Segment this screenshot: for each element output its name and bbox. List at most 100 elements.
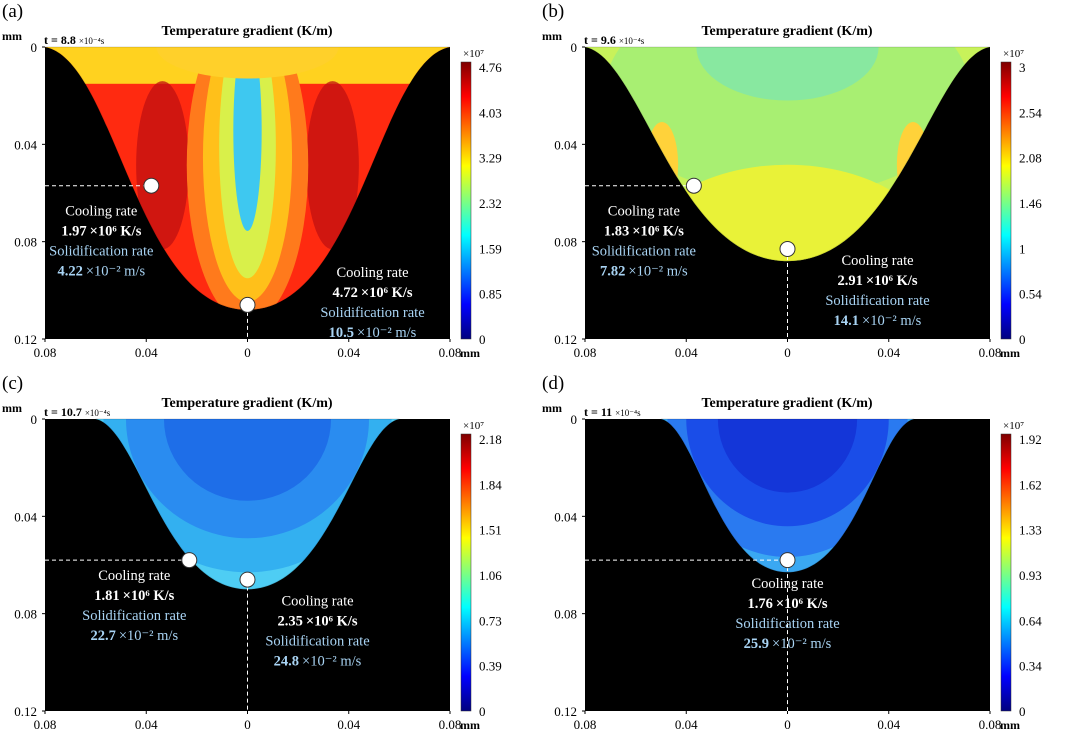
y-unit-label: mm [2,29,22,43]
y-tick-label: 0.08 [554,607,577,622]
colorbar [1000,61,1012,340]
x-tick-label: 0 [784,717,791,732]
solidification-rate-unit: ×10⁻² m/s [357,325,417,341]
contour [635,164,940,262]
colorbar-tick-label: 2.08 [1019,151,1042,166]
time-unit: ×10⁻⁴s [85,408,111,418]
cooling-rate-unit: ×10⁶ K/s [866,273,918,289]
y-tick-label: 0.12 [14,332,37,347]
plot-title: Temperature gradient (K/m) [701,396,872,411]
colorbar-tick-label: 1.59 [479,241,502,256]
solidification-rate-unit: ×10⁻² m/s [302,654,362,670]
cooling-rate-value-line: 1.97 ×10⁶ K/s [61,224,141,240]
colorbar-tick-label: 1.51 [479,523,502,538]
colorbar [460,61,472,340]
measurement-point [239,296,256,313]
x-tick-label: 0.04 [337,345,360,360]
cooling-rate-value: 1.81 [94,588,119,604]
pool-outline [660,418,915,573]
solidification-rate-label: Solidification rate [49,244,153,260]
measurement-point [685,177,702,194]
plot-title: Temperature gradient (K/m) [161,396,332,411]
y-tick-label: 0.08 [14,235,37,250]
colorbar-tick-label: 4.03 [479,105,502,120]
colorbar-tick-label: 2.18 [479,432,502,447]
solidification-rate-value: 14.1 [834,313,859,329]
solidification-rate-value-line: 22.7 ×10⁻² m/s [90,628,178,644]
x-tick-label: 0.08 [34,717,57,732]
x-unit-label: mm [460,346,480,360]
y-tick-label: 0 [31,40,38,55]
solidification-rate-value-line: 4.22 ×10⁻² m/s [57,264,145,280]
y-unit-label: mm [542,29,562,43]
y-unit-label: mm [2,401,22,415]
measurement-point [181,552,198,569]
x-tick-label: 0.04 [877,717,900,732]
colorbar-tick-label: 0.93 [1019,568,1042,583]
time-value: t = 11 [584,405,612,419]
solidification-rate-label: Solidification rate [82,608,186,624]
colorbar-tick-label: 0.39 [479,659,502,674]
time-label: t = 9.6 ×10⁻⁴s [584,33,645,47]
y-unit-label: mm [542,401,562,415]
x-tick-label: 0.04 [337,717,360,732]
cooling-rate-unit: ×10⁶ K/s [123,588,175,604]
measurement-point [779,552,796,569]
contour [686,419,889,527]
x-unit-label: mm [1000,346,1020,360]
y-tick-label: 0.08 [554,235,577,250]
colorbar-multiplier: ×10⁷ [1003,420,1024,432]
y-tick-label: 0.04 [14,509,37,524]
x-tick-label: 0.08 [979,717,1002,732]
x-tick-label: 0 [244,345,251,360]
panel-svg: (d) mm t = 11 ×10⁻⁴s Temperature gradient (K… [542,373,1042,732]
measurement-point [143,177,160,194]
contour [717,419,858,493]
contour [126,419,369,539]
x-tick-label: 0.04 [675,345,698,360]
panel-label: (c) [2,373,23,394]
cooling-rate-label: Cooling rate [608,204,680,220]
colorbar-tick-label: 0 [479,704,486,719]
colorbar-tick-label: 1 [1019,241,1026,256]
solidification-rate-label: Solidification rate [825,293,929,309]
cooling-rate-value: 4.72 [332,285,357,301]
x-tick-label: 0.08 [34,345,57,360]
colorbar-tick-label: 1.92 [1019,432,1042,447]
cooling-rate-value: 1.83 [604,224,629,240]
time-label: t = 10.7 ×10⁻⁴s [44,405,111,419]
time-value: t = 10.7 [44,405,82,419]
time-value: t = 9.6 [584,33,616,47]
cooling-rate-label: Cooling rate [98,568,170,584]
x-tick-label: 0 [784,345,791,360]
y-tick-label: 0.04 [14,137,37,152]
x-tick-label: 0.08 [439,717,462,732]
colorbar-tick-label: 0.85 [479,287,502,302]
time-value: t = 8.8 [44,33,76,47]
colorbar-tick-label: 0.54 [1019,287,1042,302]
solidification-rate-value-line: 10.5 ×10⁻² m/s [329,325,417,341]
x-tick-label: 0.08 [574,717,597,732]
y-tick-label: 0.08 [14,607,37,622]
panel-svg: (c) mm t = 10.7 ×10⁻⁴s Temperature gradient … [2,373,502,732]
solidification-rate-unit: ×10⁻² m/s [86,264,146,280]
colorbar-tick-label: 0 [1019,704,1026,719]
y-tick-label: 0.12 [14,704,37,719]
solidification-rate-value-line: 24.8 ×10⁻² m/s [274,654,362,670]
cooling-rate-value: 1.97 [61,224,86,240]
colorbar-tick-label: 1.84 [479,477,502,492]
cooling-rate-value-line: 4.72 ×10⁶ K/s [332,285,412,301]
solidification-rate-value-line: 25.9 ×10⁻² m/s [744,636,832,652]
solidification-rate-value-line: 14.1 ×10⁻² m/s [834,313,922,329]
pool-outline [584,46,991,262]
x-tick-label: 0.04 [135,345,158,360]
contour [156,47,339,79]
time-label: t = 11 ×10⁻⁴s [584,405,641,419]
x-unit-label: mm [460,718,480,732]
panel-3: (d) mm t = 11 ×10⁻⁴s Temperature gradient (K… [540,372,1080,744]
panel-2: (c) mm t = 10.7 ×10⁻⁴s Temperature gradient … [0,372,540,744]
cooling-rate-unit: ×10⁶ K/s [306,614,358,630]
cooling-rate-unit: ×10⁶ K/s [90,224,142,240]
solidification-rate-value-line: 7.82 ×10⁻² m/s [600,264,688,280]
cooling-rate-label: Cooling rate [336,265,408,281]
